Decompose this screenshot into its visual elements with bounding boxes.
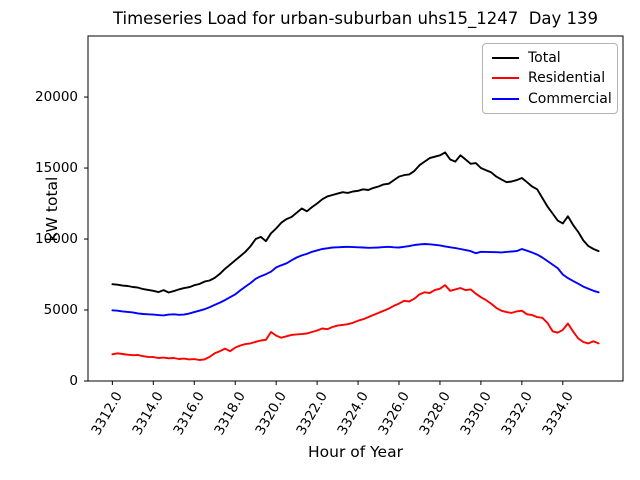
legend-item-total: Total: [492, 51, 617, 65]
y-tick-label: 10000: [35, 231, 78, 247]
legend-label: Commercial: [528, 90, 612, 107]
chart-title: Timeseries Load for urban-suburban uhs15…: [112, 9, 599, 28]
y-tick-label: 15000: [35, 160, 78, 176]
legend-label: Residential: [528, 70, 606, 87]
series-line-total: [111, 151, 600, 294]
legend-label: Total: [528, 50, 561, 67]
axes-frame: [87, 35, 624, 382]
legend-line-residential: [492, 77, 519, 80]
y-tick-label: 20000: [35, 89, 78, 105]
legend: Total Residential Commercial: [482, 43, 618, 114]
legend-item-residential: Residential: [492, 71, 617, 85]
y-tick-label: 5000: [43, 302, 78, 318]
x-axis-label: Hour of Year: [308, 443, 403, 461]
legend-line-total: [492, 57, 519, 60]
series-line-commercial: [111, 243, 600, 317]
legend-line-commercial: [492, 97, 519, 100]
series-line-residential: [111, 284, 600, 361]
legend-item-commercial: Commercial: [492, 92, 617, 106]
y-tick-label: 0: [69, 373, 78, 389]
